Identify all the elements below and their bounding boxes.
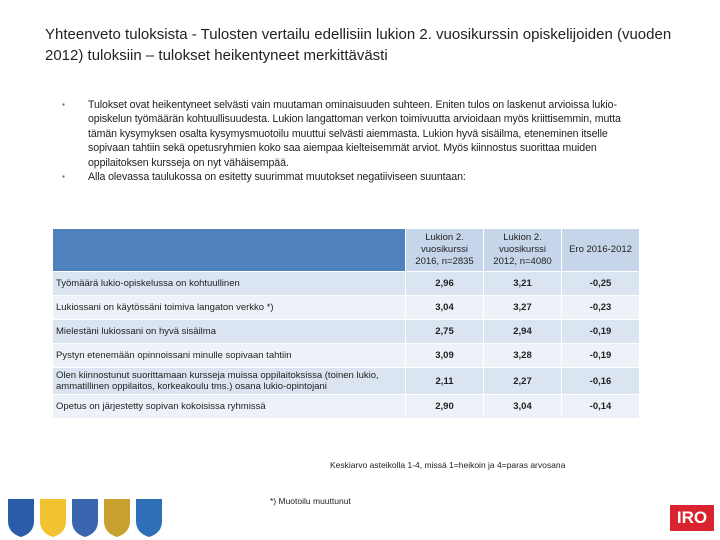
coat-of-arms — [104, 499, 130, 537]
bullet: Tulokset ovat heikentyneet selvästi vain… — [62, 98, 652, 170]
table-row: Pystyn etenemään opinnoissani minulle so… — [52, 343, 640, 368]
municipal-logos — [8, 499, 162, 537]
value-cell: 2,11 — [405, 367, 484, 395]
coat-of-arms — [8, 499, 34, 537]
value-cell: 3,21 — [483, 271, 562, 296]
header-cell: Ero 2016-2012 — [561, 228, 640, 272]
value-cell: 3,04 — [405, 295, 484, 320]
value-cell: 2,96 — [405, 271, 484, 296]
header-cell — [52, 228, 406, 272]
value-cell: -0,19 — [561, 319, 640, 344]
value-cell: 2,94 — [483, 319, 562, 344]
value-cell: 2,27 — [483, 367, 562, 395]
label-cell: Pystyn etenemään opinnoissani minulle so… — [52, 343, 406, 368]
label-cell: Olen kiinnostunut suorittamaan kursseja … — [52, 367, 406, 395]
coat-of-arms — [136, 499, 162, 537]
footnote: *) Muotoilu muuttunut — [270, 496, 351, 506]
table-row: Työmäärä lukio-opiskelussa on kohtuullin… — [52, 271, 640, 296]
coat-of-arms — [72, 499, 98, 537]
bullet-list: Tulokset ovat heikentyneet selvästi vain… — [62, 98, 652, 185]
label-cell: Opetus on järjestetty sopivan kokoisissa… — [52, 394, 406, 419]
iro-logo: IRO — [670, 505, 714, 531]
table-row: Lukiossani on käytössäni toimiva langato… — [52, 295, 640, 320]
table-row: Opetus on järjestetty sopivan kokoisissa… — [52, 394, 640, 419]
table-row: Olen kiinnostunut suorittamaan kursseja … — [52, 367, 640, 395]
value-cell: 2,75 — [405, 319, 484, 344]
coat-of-arms — [40, 499, 66, 537]
value-cell: -0,23 — [561, 295, 640, 320]
value-cell: 3,09 — [405, 343, 484, 368]
results-table: Lukion 2. vuosikurssi 2016, n=2835 Lukion… — [52, 228, 640, 419]
value-cell: -0,16 — [561, 367, 640, 395]
label-cell: Työmäärä lukio-opiskelussa on kohtuullin… — [52, 271, 406, 296]
value-cell: 2,90 — [405, 394, 484, 419]
value-cell: -0,19 — [561, 343, 640, 368]
value-cell: 3,27 — [483, 295, 562, 320]
slide-title: Yhteenveto tuloksista - Tulosten vertail… — [45, 26, 672, 64]
value-cell: 3,04 — [483, 394, 562, 419]
label-cell: Lukiossani on käytössäni toimiva langato… — [52, 295, 406, 320]
header-row: Lukion 2. vuosikurssi 2016, n=2835 Lukion… — [52, 228, 640, 272]
label-cell: Mielestäni lukiossani on hyvä sisäilma — [52, 319, 406, 344]
bullet: Alla olevassa taulukossa on esitetty suu… — [62, 170, 652, 185]
header-cell: Lukion 2. vuosikurssi 2012, n=4080 — [483, 228, 562, 272]
scale-note: Keskiarvo asteikolla 1-4, missä 1=heikoi… — [330, 460, 566, 470]
value-cell: -0,25 — [561, 271, 640, 296]
table-row: Mielestäni lukiossani on hyvä sisäilma 2,… — [52, 319, 640, 344]
header-cell: Lukion 2. vuosikurssi 2016, n=2835 — [405, 228, 484, 272]
value-cell: -0,14 — [561, 394, 640, 419]
value-cell: 3,28 — [483, 343, 562, 368]
